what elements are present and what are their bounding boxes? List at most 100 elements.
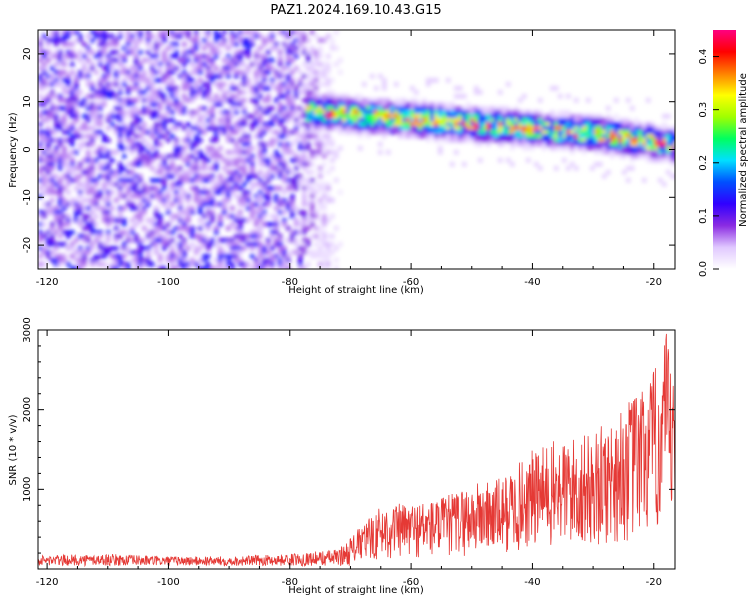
heatmap-cell (146, 186, 151, 191)
heatmap-cell (178, 166, 183, 171)
heatmap-cell (230, 98, 235, 103)
heatmap-cell (238, 90, 243, 95)
heatmap-cell (582, 118, 587, 123)
heatmap-cell (110, 174, 115, 179)
heatmap-cell (622, 142, 627, 147)
heatmap-cell (162, 166, 167, 171)
heatmap-cell (342, 94, 347, 99)
heatmap-cell (174, 122, 179, 127)
heatmap-cell (542, 146, 547, 151)
heatmap-cell (386, 126, 391, 131)
heatmap-cell (230, 30, 235, 35)
heatmap-cell (322, 102, 327, 107)
heatmap-cell (50, 130, 55, 135)
heatmap-cell (66, 202, 71, 207)
heatmap-cell (330, 110, 335, 115)
heatmap-cell (114, 38, 119, 43)
heatmap-cell (270, 234, 275, 239)
heatmap-cell (258, 246, 263, 251)
heatmap-cell (334, 30, 339, 35)
heatmap-cell (66, 214, 71, 219)
heatmap-cell (642, 138, 647, 143)
heatmap-cell (50, 186, 55, 191)
heatmap-cell (458, 106, 463, 111)
heatmap-cell (302, 46, 307, 51)
heatmap-cell (206, 242, 211, 247)
heatmap-cell (202, 166, 207, 171)
heatmap-cell (334, 258, 339, 263)
heatmap-cell (382, 78, 387, 83)
heatmap-cell (342, 102, 347, 107)
heatmap-cell (102, 154, 107, 159)
heatmap-cell (526, 134, 531, 139)
heatmap-cell (102, 50, 107, 55)
heatmap-cell (50, 234, 55, 239)
heatmap-cell (194, 86, 199, 91)
heatmap-cell (506, 138, 511, 143)
heatmap-cell (178, 30, 183, 35)
heatmap-cell (310, 194, 315, 199)
heatmap-cell (226, 46, 231, 51)
heatmap-cell (614, 138, 619, 143)
heatmap-cell (502, 106, 507, 111)
heatmap-cell (58, 118, 63, 123)
heatmap-cell (206, 66, 211, 71)
heatmap-cell (158, 214, 163, 219)
heatmap-cell (194, 122, 199, 127)
heatmap-cell (66, 162, 71, 167)
heatmap-cell (38, 78, 43, 83)
heatmap-cell (122, 206, 127, 211)
heatmap-cell (226, 138, 231, 143)
heatmap-cell (490, 110, 495, 115)
heatmap-cell (490, 122, 495, 127)
heatmap-cell (670, 134, 675, 139)
heatmap-cell (126, 234, 131, 239)
heatmap-cell (162, 50, 167, 55)
heatmap-cell (158, 126, 163, 131)
heatmap-cell (114, 150, 119, 155)
heatmap-cell (110, 50, 115, 55)
heatmap-cell (234, 186, 239, 191)
heatmap-cell (466, 130, 471, 135)
heatmap-cell (654, 158, 659, 163)
heatmap-cell (298, 146, 303, 151)
heatmap-cell (642, 134, 647, 139)
heatmap-cell (226, 66, 231, 71)
heatmap-cell (378, 114, 383, 119)
heatmap-cell (82, 66, 87, 71)
heatmap-cell (482, 134, 487, 139)
heatmap-cell (310, 190, 315, 195)
heatmap-cell (558, 134, 563, 139)
heatmap-cell (298, 38, 303, 43)
heatmap-cell (266, 178, 271, 183)
heatmap-cell (190, 98, 195, 103)
heatmap-cell (190, 170, 195, 175)
heatmap-cell (506, 114, 511, 119)
heatmap-cell (330, 94, 335, 99)
heatmap-cell (86, 222, 91, 227)
heatmap-cell (598, 122, 603, 127)
heatmap-cell (498, 110, 503, 115)
heatmap-cell (274, 194, 279, 199)
heatmap-cell (146, 78, 151, 83)
y-tick-label: 20 (22, 48, 33, 61)
heatmap-cell (174, 86, 179, 91)
heatmap-cell (62, 222, 67, 227)
heatmap-cell (66, 82, 71, 87)
heatmap-cell (234, 174, 239, 179)
heatmap-cell (626, 118, 631, 123)
heatmap-cell (242, 78, 247, 83)
heatmap-cell (54, 150, 59, 155)
heatmap-cell (126, 90, 131, 95)
heatmap-cell (654, 154, 659, 159)
heatmap-cell (378, 126, 383, 131)
heatmap-cell (402, 122, 407, 127)
heatmap-cell (94, 102, 99, 107)
heatmap-cell (206, 166, 211, 171)
heatmap-cell (518, 110, 523, 115)
heatmap-cell (310, 110, 315, 115)
heatmap-cell (174, 106, 179, 111)
heatmap-cell (170, 230, 175, 235)
heatmap-cell (206, 222, 211, 227)
heatmap-cell (258, 226, 263, 231)
